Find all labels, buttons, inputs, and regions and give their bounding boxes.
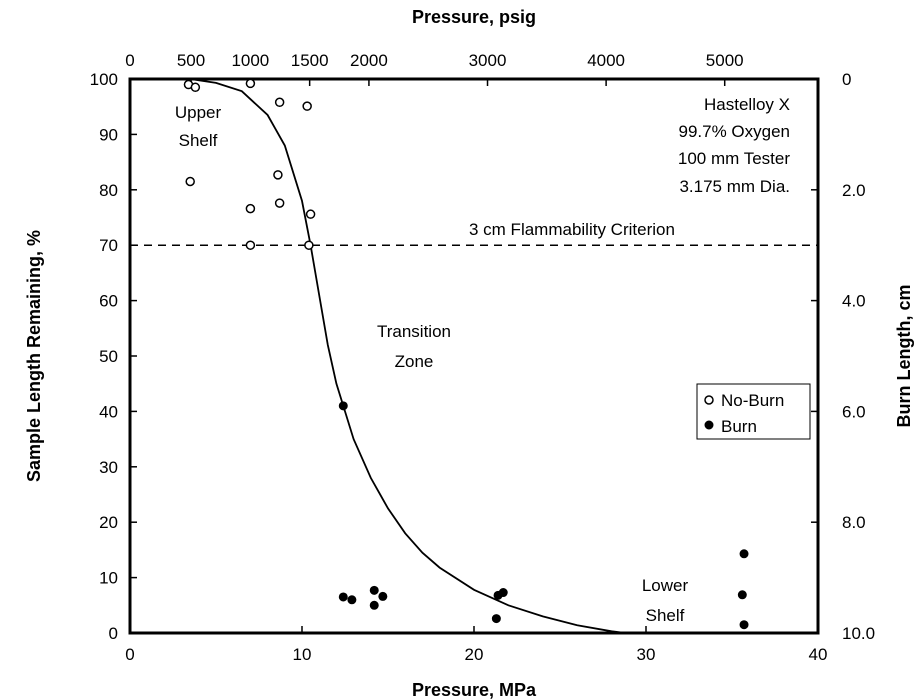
y-tick-label: 100 bbox=[90, 70, 118, 89]
y-tick-label: 10 bbox=[99, 569, 118, 588]
y2-tick-label: 10.0 bbox=[842, 624, 875, 643]
x2-tick-label: 1000 bbox=[231, 51, 269, 70]
no-burn-point bbox=[190, 82, 201, 93]
conditions-line-3: 100 mm Tester bbox=[678, 149, 790, 168]
x-axis-title: Pressure, MPa bbox=[412, 680, 537, 700]
x2-tick-label: 5000 bbox=[706, 51, 744, 70]
y2-tick-label: 0 bbox=[842, 70, 851, 89]
x-tick-label: 30 bbox=[637, 645, 656, 664]
y2-axis-title: Burn Length, cm bbox=[894, 285, 914, 428]
burn-point bbox=[498, 588, 508, 598]
lower-shelf-label-line2: Shelf bbox=[646, 606, 685, 625]
reference-line-label: 3 cm Flammability Criterion bbox=[469, 220, 675, 239]
y2-tick-label: 4.0 bbox=[842, 292, 866, 311]
x2-tick-label: 4000 bbox=[587, 51, 625, 70]
curve-layer bbox=[190, 78, 626, 634]
conditions-line-2: 99.7% Oxygen bbox=[678, 122, 790, 141]
x2-tick-label: 3000 bbox=[469, 51, 507, 70]
conditions-line-4: 3.175 mm Dia. bbox=[679, 177, 790, 196]
y-tick-label: 80 bbox=[99, 181, 118, 200]
burn-point bbox=[369, 585, 379, 595]
upper-shelf-label-line2: Shelf bbox=[179, 131, 218, 150]
x2-axis-title: Pressure, psig bbox=[412, 7, 536, 27]
legend-box bbox=[696, 383, 811, 440]
y2-tick-label: 8.0 bbox=[842, 513, 866, 532]
x-tick-label: 0 bbox=[125, 645, 134, 664]
legend-no-burn-marker bbox=[704, 395, 714, 405]
legend-burn-label: Burn bbox=[721, 417, 757, 436]
y-tick-label: 60 bbox=[99, 292, 118, 311]
y2-tick-label: 2.0 bbox=[842, 181, 866, 200]
y-tick-label: 40 bbox=[99, 402, 118, 421]
no-burn-point bbox=[245, 203, 256, 214]
legend: No-Burn Burn bbox=[696, 383, 811, 440]
burn-point bbox=[369, 600, 379, 610]
y-tick-label: 70 bbox=[99, 236, 118, 255]
x-tick-label: 40 bbox=[809, 645, 828, 664]
legend-burn-marker bbox=[704, 420, 714, 430]
no-burn-point bbox=[274, 97, 285, 108]
y-tick-label: 0 bbox=[109, 624, 118, 643]
y-tick-label: 90 bbox=[99, 125, 118, 144]
burn-point bbox=[378, 591, 388, 601]
no-burn-point bbox=[273, 170, 283, 180]
y-tick-label: 20 bbox=[99, 513, 118, 532]
fit-curve bbox=[190, 78, 626, 634]
conditions-line-1: Hastelloy X bbox=[704, 95, 790, 114]
lower-shelf-label-line1: Lower bbox=[642, 576, 689, 595]
x2-tick-label: 2000 bbox=[350, 51, 388, 70]
burn-point bbox=[347, 595, 357, 605]
no-burn-point bbox=[304, 240, 314, 250]
burn-point bbox=[338, 401, 348, 411]
transition-zone-label-line2: Zone bbox=[395, 352, 434, 371]
x-tick-label: 20 bbox=[465, 645, 484, 664]
x-tick-label: 10 bbox=[293, 645, 312, 664]
points-layer bbox=[183, 78, 749, 630]
no-burn-point bbox=[305, 209, 316, 219]
x2-tick-label: 0 bbox=[125, 51, 134, 70]
burn-point bbox=[491, 614, 501, 624]
no-burn-point bbox=[245, 78, 256, 89]
y-axis-title: Sample Length Remaining, % bbox=[24, 230, 44, 482]
x2-tick-label: 1500 bbox=[291, 51, 329, 70]
x2-tick-label: 500 bbox=[177, 51, 205, 70]
burn-point bbox=[737, 590, 747, 600]
transition-zone-label-line1: Transition bbox=[377, 322, 451, 341]
no-burn-point bbox=[274, 198, 285, 208]
no-burn-point bbox=[302, 101, 312, 111]
no-burn-point bbox=[185, 176, 195, 187]
burn-point bbox=[739, 549, 749, 559]
y-tick-label: 50 bbox=[99, 347, 118, 366]
y-tick-label: 30 bbox=[99, 458, 118, 477]
no-burn-point bbox=[245, 240, 256, 250]
burn-point bbox=[739, 620, 749, 630]
burn-point bbox=[338, 592, 348, 602]
upper-shelf-label-line1: Upper bbox=[175, 103, 222, 122]
legend-no-burn-label: No-Burn bbox=[721, 391, 784, 410]
y2-tick-label: 6.0 bbox=[842, 402, 866, 421]
